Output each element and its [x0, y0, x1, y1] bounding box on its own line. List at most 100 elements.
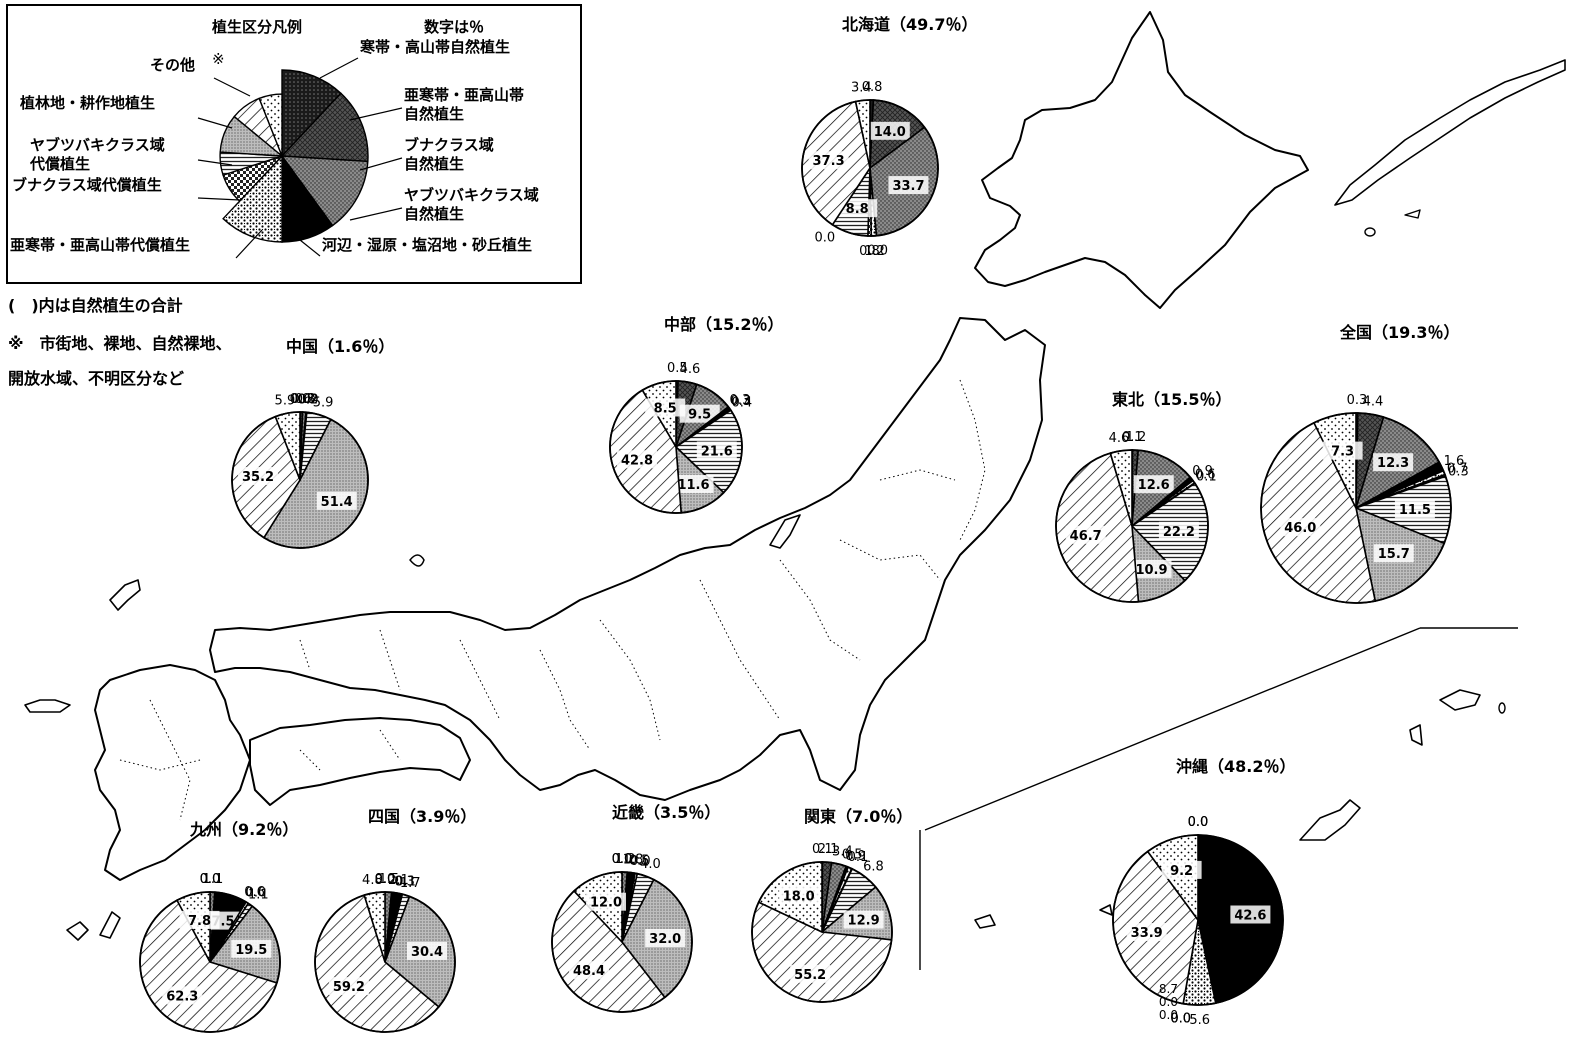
region-pies: 0.814.033.70.01.20.88.80.037.33.4北海道（49.… — [139, 15, 1469, 1033]
region-pie-2: 0.00.60.80.20.00.05.951.435.25.9中国（1.6％） — [231, 337, 394, 549]
slice-value-label: 0.0 — [298, 392, 319, 407]
slice-value-label: 0.0 — [375, 872, 396, 887]
slice-value-label: 62.3 — [166, 989, 198, 1004]
slice-value-label: 0.2 — [297, 392, 318, 407]
pie-title: 東北（15.5％） — [1112, 390, 1231, 409]
legend-slice — [222, 154, 283, 243]
slice-value-label: 51.4 — [321, 495, 353, 510]
legend-unit-note: 数字は％ — [424, 18, 485, 36]
note-paren: ( )内は自然植生の合計 — [8, 296, 183, 315]
legend-category-label: その他 — [150, 56, 195, 74]
pie-title: 九州（9.2％） — [189, 820, 298, 839]
legend-title: 植生区分凡例 — [212, 18, 303, 36]
legend-category-label: 亜寒帯・亜高山帯代償植生 — [10, 236, 190, 254]
region-pie-0: 0.814.033.70.01.20.88.80.037.33.4北海道（49.… — [801, 15, 977, 259]
slice-value-label: 0.0 — [1188, 815, 1209, 830]
slice-value-label: 42.6 — [1234, 909, 1266, 924]
slice-value-label: 48.4 — [573, 964, 605, 979]
slice-value-label: 0.0 — [612, 852, 633, 867]
pie-title: 関東（7.0％） — [804, 807, 912, 826]
region-pie-5: 0.00.01.17.50.60.01.119.562.37.8九州（9.2％） — [139, 820, 298, 1033]
pie-title: 全国（19.3％） — [1339, 323, 1459, 342]
slice-value-label: 9.2 — [1170, 864, 1193, 879]
note-other-1: ※ 市街地、裸地、自然裸地、 — [8, 334, 232, 353]
slice-value-label: 33.9 — [1131, 926, 1163, 941]
slice-value-label: 7.8 — [188, 914, 211, 929]
honshu-outline — [209, 317, 1046, 801]
slice-value-label: 0.0 — [1170, 1012, 1191, 1027]
slice-value-label: 0.0 — [375, 872, 396, 887]
shikoku-outline — [249, 717, 471, 806]
slice-value-label: 19.5 — [235, 943, 267, 958]
slice-value-label: 0.8 — [295, 392, 316, 407]
hokkaido-outline — [974, 11, 1309, 309]
region-pie-3: 0.11.212.60.90.60.122.210.946.74.6東北（15.… — [1055, 390, 1231, 603]
slice-value-label: 0.0 — [814, 230, 835, 245]
slice-value-label: 7.3 — [1331, 445, 1354, 460]
slice-value-label: 0.0 — [290, 392, 311, 407]
slice-value-label: 0.3 — [1347, 393, 1368, 408]
slice-value-label: 42.8 — [621, 453, 653, 468]
slice-value-label: 21.6 — [701, 445, 733, 460]
slice-value-label: 0.0 — [200, 872, 221, 887]
legend-pie — [219, 69, 369, 243]
legend-category-label: 植林地・耕作地植生 — [20, 94, 155, 112]
slice-value-label: 0.9 — [1192, 464, 1213, 479]
legend-slice — [280, 92, 369, 163]
legend-box — [6, 4, 582, 284]
slice-value-label: 0.0 — [1170, 1012, 1191, 1027]
legend-category-label: ヤブツバキクラス域 — [30, 136, 165, 154]
pie-title: 近畿（3.5％） — [612, 803, 720, 822]
slice-value-label: 0.0 — [612, 852, 633, 867]
slice-value-label: 14.0 — [874, 125, 906, 140]
legend-slice — [280, 155, 369, 227]
slice-value-label: 1.1 — [203, 872, 224, 887]
slice-value-label: 1.6 — [1444, 454, 1465, 469]
slice-value-label: 0.0 — [1159, 995, 1178, 1009]
slice-value-label: 0.1 — [848, 850, 869, 865]
slice-value-label: 0.8 — [859, 244, 880, 259]
slice-value-label: 0.1 — [1122, 430, 1143, 445]
slice-value-label: 3.4 — [851, 81, 872, 96]
slice-value-label: 0.3 — [394, 874, 415, 889]
slice-value-label: 0.3 — [1448, 465, 1469, 480]
slice-value-label: 33.7 — [892, 179, 924, 194]
slice-value-label: 0.0 — [1159, 1008, 1178, 1022]
slice-value-label: 12.0 — [590, 896, 622, 911]
slice-value-label: 0.1 — [1196, 469, 1217, 484]
slice-value-label: 11.5 — [1399, 503, 1431, 518]
slice-value-label: 0.9 — [845, 849, 866, 864]
slice-value-label: 0.3 — [730, 393, 751, 408]
legend-category-label: ブナクラス域 — [404, 136, 494, 154]
slice-value-label: 1.1 — [248, 887, 269, 902]
region-pie-1: 0.54.69.50.30.30.421.611.642.88.5中部（15.2… — [609, 315, 783, 514]
slice-value-label: 18.0 — [783, 889, 815, 904]
slice-value-label: 5.9 — [275, 393, 296, 408]
slice-value-label: 5.6 — [1189, 1013, 1210, 1028]
slice-value-label: 8.8 — [846, 202, 869, 217]
legend-slice — [281, 69, 342, 158]
slice-value-label: 37.3 — [813, 154, 845, 169]
slice-value-label: 12.9 — [848, 914, 880, 929]
pie-title: 中国（1.6％） — [286, 337, 394, 356]
slice-value-label: 8.5 — [654, 402, 677, 417]
slice-value-label: 4.4 — [1363, 394, 1384, 409]
slice-value-label: 0.0 — [200, 872, 221, 887]
slice-value-label: 0.6 — [1195, 468, 1216, 483]
slice-value-label: 3.4 — [832, 845, 853, 860]
slice-value-label: 0.6 — [291, 392, 312, 407]
slice-value-label: 4.0 — [640, 857, 661, 872]
legend-category-label: 自然植生 — [404, 205, 464, 223]
slice-value-label: 0.0 — [1188, 815, 1209, 830]
slice-value-label: 0.5 — [842, 848, 863, 863]
slice-value-label: 1.7 — [400, 876, 421, 891]
slice-value-label: 0.0 — [298, 392, 319, 407]
region-pie-9: 0.00.00.042.65.60.00.00.033.99.2沖縄（48.2％… — [1112, 757, 1295, 1028]
legend-kome-mark: ※ — [212, 50, 225, 68]
slice-value-label: 15.7 — [1378, 547, 1410, 562]
slice-value-label: 8.7 — [1159, 982, 1178, 996]
slice-value-label: 4.8 — [362, 873, 383, 888]
slice-value-label: 0.0 — [1188, 815, 1209, 830]
slice-value-label: 0.5 — [667, 361, 688, 376]
